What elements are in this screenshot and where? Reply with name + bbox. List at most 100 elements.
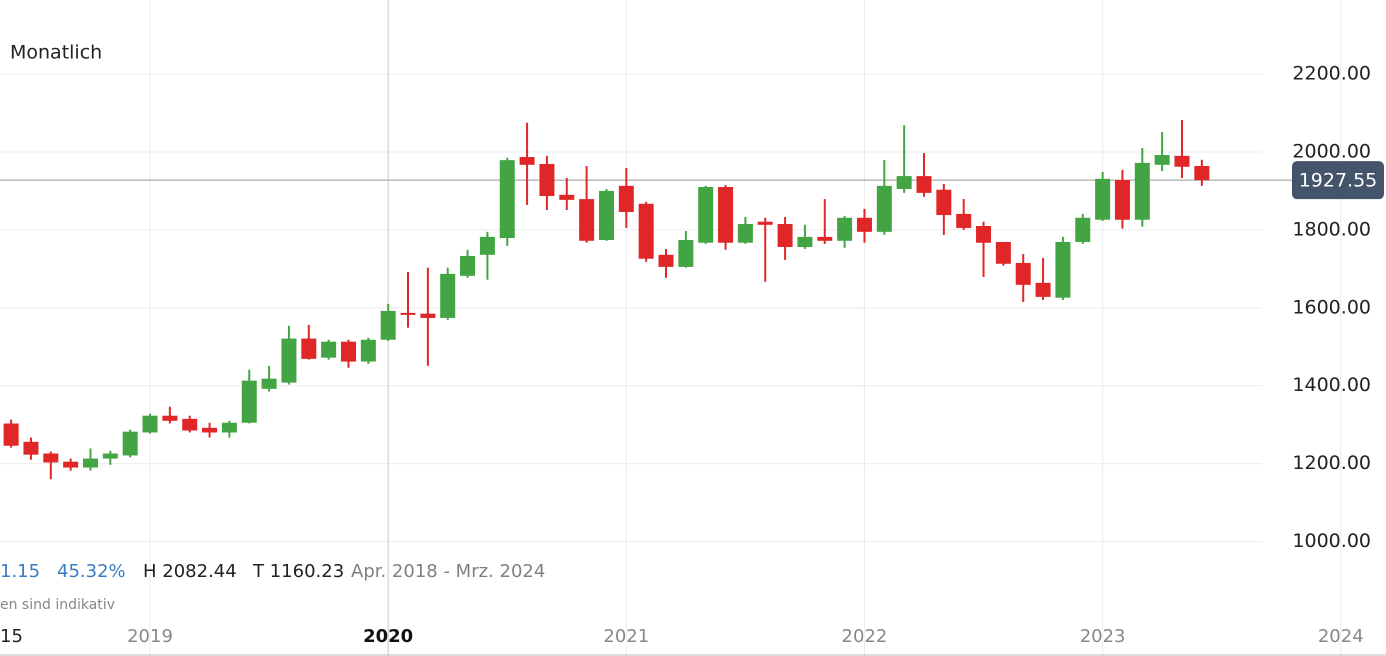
candle [63,458,79,471]
candle [340,339,356,368]
candle-body [63,461,79,468]
candle [162,406,178,424]
candle [321,339,337,360]
candle-body [678,240,694,267]
candle [281,325,297,385]
candle-body [400,312,416,315]
stat: T 1160.23 [252,561,344,582]
candle-body [82,458,98,468]
candle [1015,254,1031,302]
candle-body [698,187,714,243]
candle [43,451,59,480]
candle [499,157,515,246]
candle [817,199,833,244]
y-tick-label: 2200.00 [1292,63,1371,85]
candle [400,271,416,328]
candle-body [658,254,674,267]
candle [1134,148,1150,227]
candle [241,369,257,424]
candle [301,324,317,360]
candle-body [1095,178,1111,220]
candle-body [618,185,634,212]
candle [1114,169,1130,229]
candle [658,248,674,278]
candle-body [539,164,555,196]
candle [876,160,892,235]
x-tick-label: 2023 [1080,626,1126,647]
candle [1194,159,1210,186]
candle-body [142,415,158,433]
last-price-tag [1292,161,1384,200]
candle-body [757,221,773,225]
x-tick-label: 2024 [1318,626,1364,647]
candle [1035,257,1051,300]
candle [102,450,118,465]
candle-body [1055,241,1071,298]
candle [777,217,793,260]
candle-body [499,160,515,239]
candle-body [737,224,753,243]
candle-body [1154,155,1170,165]
candle [1055,236,1071,300]
candle [976,221,992,278]
candle [221,420,237,438]
candle-body [43,453,59,463]
candle-body [380,310,396,340]
candle-body [301,338,317,359]
candle [916,153,932,197]
stat: H 2082.44 [143,561,237,582]
candle [82,448,98,471]
candle [1174,120,1190,179]
candle-body [1134,162,1150,220]
candle [479,231,495,280]
candle-body [976,225,992,243]
candle [440,267,456,320]
candle [718,185,734,250]
candle [837,215,853,248]
stat: 1.15 [0,561,40,582]
candle [1154,132,1170,172]
candle [182,415,198,433]
candle-body [440,273,456,318]
disclaimer: en sind indikativ [0,597,115,613]
candle-body [281,338,297,383]
candle-body [797,236,813,248]
x-tick-label: 2021 [603,626,649,647]
stat: Apr. 2018 - Mrz. 2024 [351,561,545,582]
candle [1095,171,1111,221]
candle-body [598,190,614,240]
candle [995,241,1011,266]
candle [122,429,138,458]
x-tick-label: 2022 [842,626,888,647]
candle-body [1174,155,1190,167]
candle-body [1075,217,1091,242]
candle [896,125,912,193]
candle [936,183,952,235]
candle [598,188,614,241]
candle-body [876,185,892,232]
candle-body [360,339,376,362]
candle-body [340,341,356,362]
y-tick-label: 2000.00 [1292,140,1371,162]
x-tick-label: 2019 [127,626,173,647]
candle-body [182,418,198,431]
y-tick-label: 1600.00 [1292,296,1371,318]
y-tick-label: 1400.00 [1292,374,1371,396]
candle-body [777,224,793,248]
candle [519,122,535,205]
last-price-label: 1927.55 [1299,170,1378,192]
candle-body [1015,262,1031,285]
candle [142,413,158,434]
candle [618,167,634,228]
candle-body [856,217,872,232]
candle-body [1114,180,1130,220]
candle-body [1194,165,1210,181]
candle-body [3,423,19,446]
candle-body [241,380,257,423]
candle [856,208,872,243]
candle-body [321,341,337,358]
y-tick-label: 1800.00 [1292,218,1371,240]
candle-body [202,427,218,433]
candle [460,249,476,278]
candle [698,185,714,244]
